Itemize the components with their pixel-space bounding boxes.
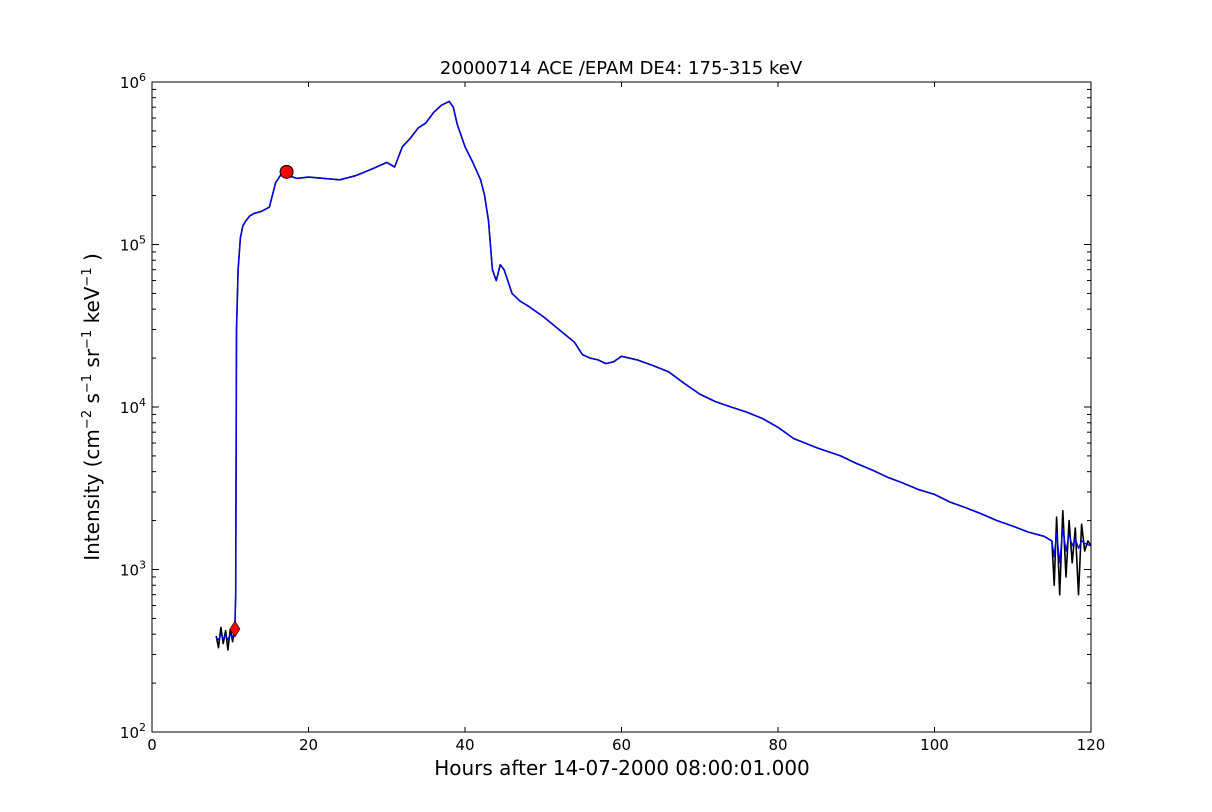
series-smoothed-line — [215, 100, 1092, 641]
y-axis-label: Intensity (cm−2 s−1 sr−1 keV−1 ) — [80, 253, 104, 561]
y-tick-base: 10 — [120, 237, 139, 255]
y-tick-base: 10 — [120, 74, 139, 92]
y-tick-exponent: 2 — [139, 721, 146, 734]
y-tick-label: 106 — [120, 71, 146, 92]
y-tick-label: 105 — [120, 234, 146, 255]
y-tick-exponent: 4 — [139, 396, 146, 409]
plot-area — [152, 82, 1091, 732]
x-tick-label: 20 — [299, 736, 318, 754]
x-axis-label: Hours after 14-07-2000 08:00:01.000 — [434, 756, 810, 780]
marker-circle — [279, 164, 294, 179]
y-tick-exponent: 6 — [139, 71, 146, 84]
series-layer — [215, 100, 1092, 651]
y-tick-exponent: 3 — [139, 559, 146, 572]
chart-title: 20000714 ACE /EPAM DE4: 175-315 keV — [440, 58, 803, 79]
x-tick-label: 40 — [455, 736, 474, 754]
y-tick-base: 10 — [120, 562, 139, 580]
x-tick-label: 100 — [920, 736, 949, 754]
x-tick-label: 0 — [147, 736, 157, 754]
x-tick-label: 60 — [612, 736, 631, 754]
y-tick-label: 103 — [120, 559, 146, 580]
y-tick-base: 10 — [120, 399, 139, 417]
y-tick-exponent: 5 — [139, 234, 146, 247]
y-tick-base: 10 — [120, 724, 139, 742]
x-tick-label: 120 — [1077, 736, 1106, 754]
x-tick-label: 80 — [768, 736, 787, 754]
y-tick-label: 104 — [120, 396, 146, 417]
marker-diamond — [229, 620, 241, 638]
marker-layer — [229, 164, 294, 638]
y-tick-label: 102 — [120, 721, 146, 742]
